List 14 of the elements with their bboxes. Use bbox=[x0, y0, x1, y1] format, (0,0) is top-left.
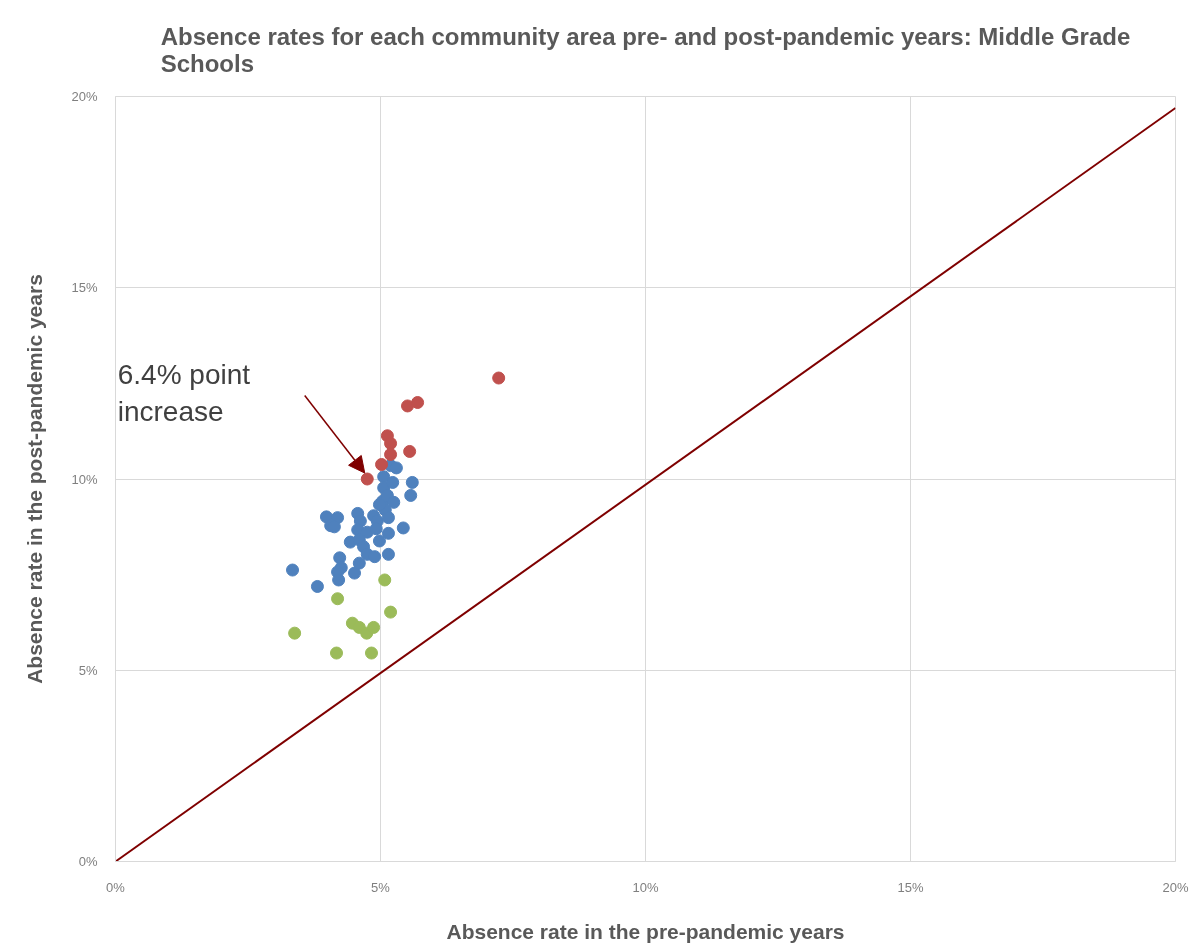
y-tick-label: 5% bbox=[78, 662, 98, 678]
annotation: 6.4% point increase bbox=[117, 358, 251, 428]
x-tick-label: 20% bbox=[1162, 879, 1189, 895]
x-tick-label: 5% bbox=[371, 879, 391, 895]
x-tick-label: 0% bbox=[106, 879, 126, 895]
x-tick-label: 10% bbox=[632, 879, 659, 895]
chart-title: Absence rates for each community area pre- and post-pandemic years: Middle Grade Schools bbox=[160, 22, 1131, 77]
y-tick-label: 10% bbox=[71, 471, 98, 487]
x-tick-label: 15% bbox=[897, 879, 924, 895]
x-axis-title: Absence rate in the pre-pandemic years bbox=[446, 919, 845, 943]
y-tick-label: 0% bbox=[78, 854, 98, 869]
y-axis-title: Absence rate in the post-pandemic years bbox=[23, 274, 47, 684]
y-tick-label: 20% bbox=[71, 89, 98, 104]
y-tick-label: 15% bbox=[71, 280, 98, 296]
